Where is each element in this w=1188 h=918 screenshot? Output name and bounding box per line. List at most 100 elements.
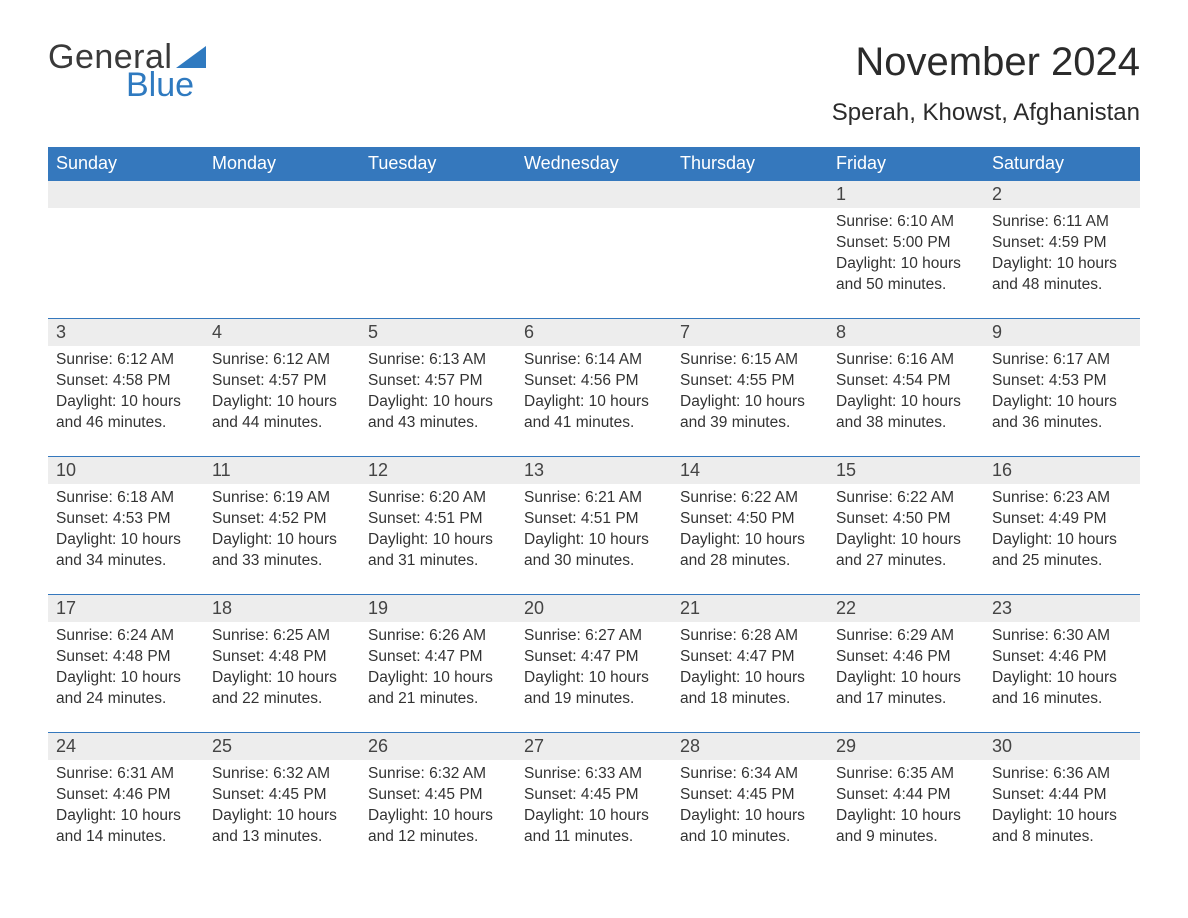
calendar-cell: 17Sunrise: 6:24 AMSunset: 4:48 PMDayligh…	[48, 595, 204, 733]
sunrise-line: Sunrise: 6:22 AM	[836, 488, 976, 509]
sunrise-line: Sunrise: 6:33 AM	[524, 764, 664, 785]
daylight-line: Daylight: 10 hours and 10 minutes.	[680, 806, 820, 848]
calendar-cell	[48, 181, 204, 319]
sunset-line: Sunset: 4:56 PM	[524, 371, 664, 392]
day-header: Saturday	[984, 147, 1140, 181]
day-number: 20	[516, 595, 672, 622]
daylight-line: Daylight: 10 hours and 50 minutes.	[836, 254, 976, 296]
calendar-cell: 7Sunrise: 6:15 AMSunset: 4:55 PMDaylight…	[672, 319, 828, 457]
sunrise-line: Sunrise: 6:15 AM	[680, 350, 820, 371]
brand-word-2: Blue	[126, 68, 206, 102]
calendar-cell: 13Sunrise: 6:21 AMSunset: 4:51 PMDayligh…	[516, 457, 672, 595]
day-number: 12	[360, 457, 516, 484]
day-number: 1	[828, 181, 984, 208]
sunset-line: Sunset: 4:45 PM	[680, 785, 820, 806]
day-number: 7	[672, 319, 828, 346]
day-number: 25	[204, 733, 360, 760]
location-subtitle: Sperah, Khowst, Afghanistan	[832, 99, 1140, 127]
day-details: Sunrise: 6:10 AMSunset: 5:00 PMDaylight:…	[828, 208, 984, 296]
daylight-line: Daylight: 10 hours and 34 minutes.	[56, 530, 196, 572]
calendar-cell	[360, 181, 516, 319]
calendar-cell: 10Sunrise: 6:18 AMSunset: 4:53 PMDayligh…	[48, 457, 204, 595]
day-details: Sunrise: 6:14 AMSunset: 4:56 PMDaylight:…	[516, 346, 672, 434]
sunrise-line: Sunrise: 6:10 AM	[836, 212, 976, 233]
sunset-line: Sunset: 4:45 PM	[368, 785, 508, 806]
day-details: Sunrise: 6:26 AMSunset: 4:47 PMDaylight:…	[360, 622, 516, 710]
sunset-line: Sunset: 4:46 PM	[992, 647, 1132, 668]
calendar-cell: 9Sunrise: 6:17 AMSunset: 4:53 PMDaylight…	[984, 319, 1140, 457]
sunrise-line: Sunrise: 6:24 AM	[56, 626, 196, 647]
day-number-empty	[360, 181, 516, 208]
calendar-cell: 22Sunrise: 6:29 AMSunset: 4:46 PMDayligh…	[828, 595, 984, 733]
day-details: Sunrise: 6:11 AMSunset: 4:59 PMDaylight:…	[984, 208, 1140, 296]
calendar-cell: 4Sunrise: 6:12 AMSunset: 4:57 PMDaylight…	[204, 319, 360, 457]
sunset-line: Sunset: 4:57 PM	[212, 371, 352, 392]
daylight-line: Daylight: 10 hours and 8 minutes.	[992, 806, 1132, 848]
sunset-line: Sunset: 4:46 PM	[56, 785, 196, 806]
day-number: 14	[672, 457, 828, 484]
daylight-line: Daylight: 10 hours and 28 minutes.	[680, 530, 820, 572]
calendar-cell: 21Sunrise: 6:28 AMSunset: 4:47 PMDayligh…	[672, 595, 828, 733]
day-details: Sunrise: 6:15 AMSunset: 4:55 PMDaylight:…	[672, 346, 828, 434]
sunrise-line: Sunrise: 6:13 AM	[368, 350, 508, 371]
sunset-line: Sunset: 4:44 PM	[992, 785, 1132, 806]
day-number: 28	[672, 733, 828, 760]
day-number: 8	[828, 319, 984, 346]
day-details: Sunrise: 6:36 AMSunset: 4:44 PMDaylight:…	[984, 760, 1140, 848]
sunrise-line: Sunrise: 6:36 AM	[992, 764, 1132, 785]
day-details: Sunrise: 6:34 AMSunset: 4:45 PMDaylight:…	[672, 760, 828, 848]
daylight-line: Daylight: 10 hours and 46 minutes.	[56, 392, 196, 434]
daylight-line: Daylight: 10 hours and 16 minutes.	[992, 668, 1132, 710]
day-number: 22	[828, 595, 984, 622]
day-details: Sunrise: 6:24 AMSunset: 4:48 PMDaylight:…	[48, 622, 204, 710]
logo-triangle-icon	[176, 46, 206, 68]
daylight-line: Daylight: 10 hours and 48 minutes.	[992, 254, 1132, 296]
day-header: Thursday	[672, 147, 828, 181]
day-number: 4	[204, 319, 360, 346]
sunrise-line: Sunrise: 6:35 AM	[836, 764, 976, 785]
daylight-line: Daylight: 10 hours and 38 minutes.	[836, 392, 976, 434]
sunrise-line: Sunrise: 6:30 AM	[992, 626, 1132, 647]
calendar-cell: 2Sunrise: 6:11 AMSunset: 4:59 PMDaylight…	[984, 181, 1140, 319]
calendar-week-row: 17Sunrise: 6:24 AMSunset: 4:48 PMDayligh…	[48, 595, 1140, 733]
calendar-cell: 11Sunrise: 6:19 AMSunset: 4:52 PMDayligh…	[204, 457, 360, 595]
day-number: 5	[360, 319, 516, 346]
day-details: Sunrise: 6:13 AMSunset: 4:57 PMDaylight:…	[360, 346, 516, 434]
day-details: Sunrise: 6:28 AMSunset: 4:47 PMDaylight:…	[672, 622, 828, 710]
calendar-week-row: 1Sunrise: 6:10 AMSunset: 5:00 PMDaylight…	[48, 181, 1140, 319]
calendar-cell: 28Sunrise: 6:34 AMSunset: 4:45 PMDayligh…	[672, 733, 828, 871]
daylight-line: Daylight: 10 hours and 17 minutes.	[836, 668, 976, 710]
sunset-line: Sunset: 4:50 PM	[836, 509, 976, 530]
day-number: 3	[48, 319, 204, 346]
day-details: Sunrise: 6:21 AMSunset: 4:51 PMDaylight:…	[516, 484, 672, 572]
sunrise-line: Sunrise: 6:17 AM	[992, 350, 1132, 371]
day-number: 24	[48, 733, 204, 760]
daylight-line: Daylight: 10 hours and 21 minutes.	[368, 668, 508, 710]
daylight-line: Daylight: 10 hours and 14 minutes.	[56, 806, 196, 848]
day-details: Sunrise: 6:22 AMSunset: 4:50 PMDaylight:…	[828, 484, 984, 572]
sunset-line: Sunset: 4:49 PM	[992, 509, 1132, 530]
calendar-week-row: 3Sunrise: 6:12 AMSunset: 4:58 PMDaylight…	[48, 319, 1140, 457]
day-number: 15	[828, 457, 984, 484]
sunset-line: Sunset: 4:47 PM	[368, 647, 508, 668]
daylight-line: Daylight: 10 hours and 12 minutes.	[368, 806, 508, 848]
sunrise-line: Sunrise: 6:12 AM	[56, 350, 196, 371]
day-details: Sunrise: 6:17 AMSunset: 4:53 PMDaylight:…	[984, 346, 1140, 434]
day-number: 6	[516, 319, 672, 346]
calendar-cell: 3Sunrise: 6:12 AMSunset: 4:58 PMDaylight…	[48, 319, 204, 457]
day-number: 11	[204, 457, 360, 484]
daylight-line: Daylight: 10 hours and 27 minutes.	[836, 530, 976, 572]
sunset-line: Sunset: 4:46 PM	[836, 647, 976, 668]
day-header: Tuesday	[360, 147, 516, 181]
sunset-line: Sunset: 4:57 PM	[368, 371, 508, 392]
day-details: Sunrise: 6:12 AMSunset: 4:57 PMDaylight:…	[204, 346, 360, 434]
sunrise-line: Sunrise: 6:16 AM	[836, 350, 976, 371]
calendar-cell: 26Sunrise: 6:32 AMSunset: 4:45 PMDayligh…	[360, 733, 516, 871]
daylight-line: Daylight: 10 hours and 39 minutes.	[680, 392, 820, 434]
brand-logo: General Blue	[48, 40, 206, 102]
day-details: Sunrise: 6:35 AMSunset: 4:44 PMDaylight:…	[828, 760, 984, 848]
daylight-line: Daylight: 10 hours and 9 minutes.	[836, 806, 976, 848]
daylight-line: Daylight: 10 hours and 33 minutes.	[212, 530, 352, 572]
day-header-row: SundayMondayTuesdayWednesdayThursdayFrid…	[48, 147, 1140, 181]
sunrise-line: Sunrise: 6:21 AM	[524, 488, 664, 509]
